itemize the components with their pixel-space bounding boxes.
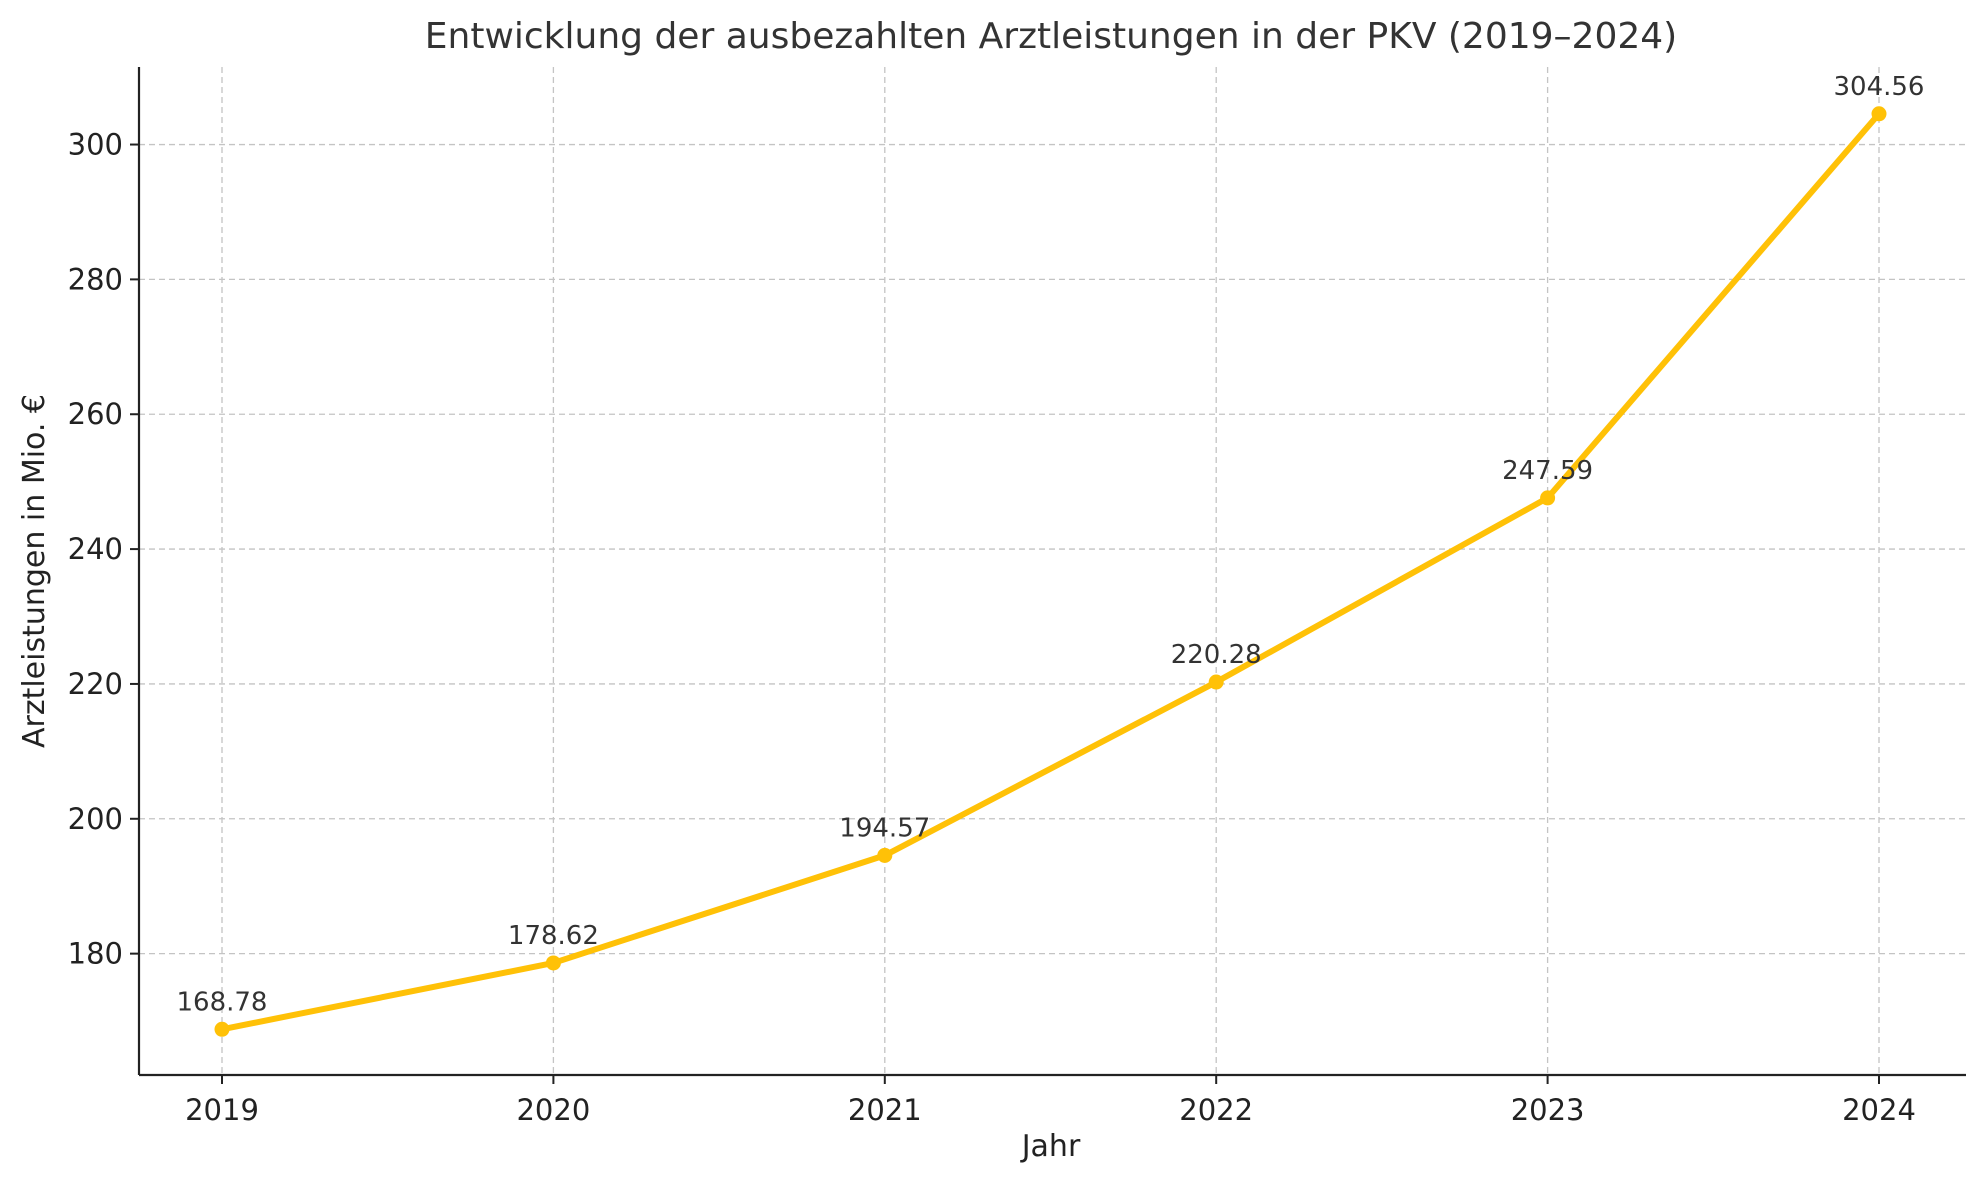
y-tick-label: 200 [68, 802, 123, 836]
data-label: 304.56 [1834, 72, 1925, 102]
data-label: 247.59 [1502, 456, 1593, 486]
y-tick-label: 240 [68, 532, 123, 566]
data-label: 194.57 [839, 813, 930, 843]
grid [139, 67, 1966, 1075]
y-tick-label: 180 [68, 937, 123, 971]
data-label: 178.62 [508, 921, 599, 951]
x-tick-label: 2023 [1511, 1093, 1585, 1127]
y-tick-label: 220 [68, 667, 123, 701]
data-labels: 168.78 178.62 194.57 220.28 247.59 304.56 [177, 72, 1925, 1017]
x-axis-label: Jahr [1020, 1129, 1081, 1164]
x-tick-label: 2021 [848, 1093, 922, 1127]
series [214, 106, 1887, 1037]
chart-title: Entwicklung der ausbezahlten Arztleistun… [425, 16, 1677, 57]
y-axis-label: Arztleistungen in Mio. € [17, 394, 52, 748]
y-tick-label: 300 [68, 128, 123, 162]
y-ticks: 180 200 220 240 260 280 300 [68, 128, 139, 971]
data-point [1871, 106, 1887, 122]
axes [137, 67, 1966, 1077]
series-line [219, 110, 1882, 1033]
y-tick-label: 260 [68, 397, 123, 431]
data-label: 220.28 [1171, 640, 1262, 670]
x-ticks: 2019 2020 2021 2022 2023 2024 [185, 1075, 1916, 1127]
x-tick-label: 2020 [516, 1093, 590, 1127]
data-point [1540, 490, 1556, 506]
data-point [214, 1021, 230, 1037]
y-tick-label: 280 [68, 262, 123, 296]
data-point [1208, 674, 1224, 690]
data-point [545, 955, 561, 971]
x-tick-label: 2024 [1842, 1093, 1916, 1127]
data-label: 168.78 [177, 987, 268, 1017]
x-tick-label: 2022 [1179, 1093, 1253, 1127]
x-tick-label: 2019 [185, 1093, 259, 1127]
data-point [877, 847, 893, 863]
